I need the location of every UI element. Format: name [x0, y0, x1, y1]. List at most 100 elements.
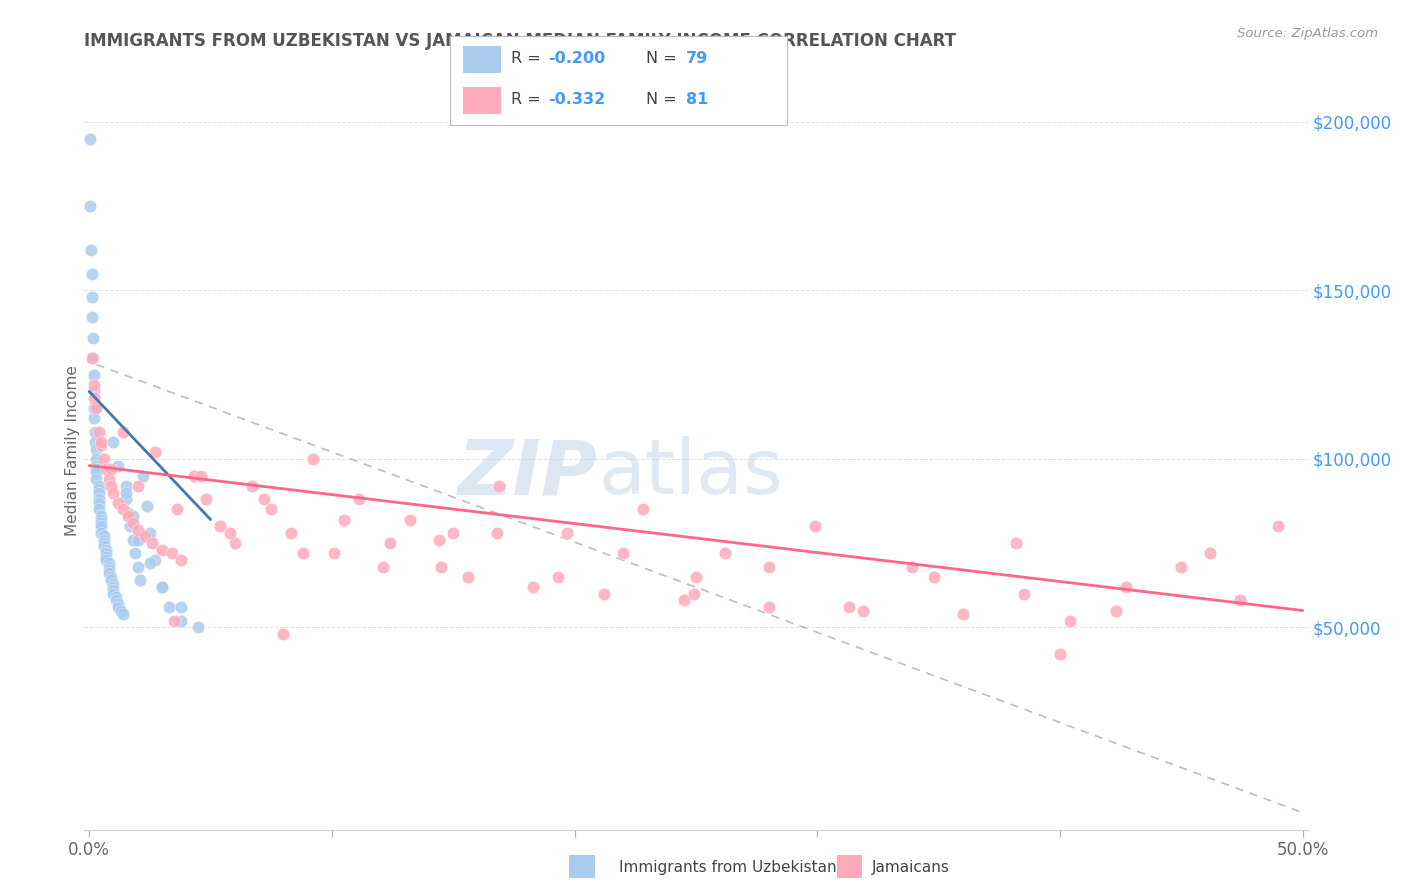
Point: [93, 529, 115, 543]
Text: N =: N =: [645, 93, 682, 107]
Point: [631, 502, 654, 516]
Point: [1012, 587, 1035, 601]
Point: [104, 593, 127, 607]
Point: [114, 492, 136, 507]
Point: [141, 536, 163, 550]
Text: Source: ZipAtlas.com: Source: ZipAtlas.com: [1237, 27, 1378, 40]
Point: [79, 132, 101, 146]
Point: [93, 540, 115, 554]
Point: [87, 492, 110, 507]
Point: [103, 583, 125, 598]
Point: [122, 509, 145, 524]
Point: [187, 620, 209, 634]
Point: [100, 573, 122, 587]
Point: [427, 533, 450, 547]
Point: [166, 502, 188, 516]
Point: [83, 377, 105, 392]
Point: [84, 425, 107, 439]
Point: [209, 519, 232, 533]
Point: [97, 557, 120, 571]
Point: [80, 351, 103, 365]
Point: [127, 559, 149, 574]
Point: [219, 526, 242, 541]
Text: Immigrants from Uzbekistan: Immigrants from Uzbekistan: [619, 860, 837, 874]
Point: [87, 482, 110, 496]
Point: [557, 526, 579, 541]
Point: [87, 485, 110, 500]
Point: [112, 502, 135, 516]
Point: [84, 435, 107, 450]
Point: [163, 614, 186, 628]
Point: [97, 472, 120, 486]
Point: [333, 512, 356, 526]
Point: [441, 526, 464, 541]
Point: [80, 310, 103, 325]
Text: -0.200: -0.200: [548, 52, 605, 66]
Point: [131, 468, 153, 483]
Point: [260, 502, 283, 516]
Point: [157, 600, 180, 615]
Point: [86, 401, 108, 416]
Point: [86, 458, 108, 473]
Text: IMMIGRANTS FROM UZBEKISTAN VS JAMAICAN MEDIAN FAMILY INCOME CORRELATION CHART: IMMIGRANTS FROM UZBEKISTAN VS JAMAICAN M…: [84, 32, 956, 50]
Point: [488, 479, 510, 493]
Point: [398, 512, 420, 526]
Point: [114, 485, 136, 500]
Point: [612, 546, 634, 560]
Text: R =: R =: [510, 52, 546, 66]
Point: [139, 526, 162, 541]
Point: [323, 546, 346, 560]
Point: [86, 442, 108, 456]
Point: [160, 546, 183, 560]
Point: [291, 546, 314, 560]
Point: [90, 509, 112, 524]
Point: [100, 570, 122, 584]
Point: [838, 600, 860, 615]
Point: [127, 523, 149, 537]
Point: [83, 384, 105, 399]
Point: [194, 492, 217, 507]
Point: [371, 559, 394, 574]
Point: [93, 451, 115, 466]
Point: [104, 590, 127, 604]
Point: [952, 607, 974, 621]
Point: [96, 542, 118, 557]
Point: [120, 519, 142, 533]
Point: [682, 587, 704, 601]
Point: [1170, 559, 1192, 574]
Point: [253, 492, 276, 507]
Point: [87, 425, 110, 439]
Point: [100, 462, 122, 476]
Point: [124, 546, 146, 560]
Point: [224, 536, 246, 550]
Y-axis label: Median Family Income: Median Family Income: [65, 365, 80, 536]
Point: [143, 445, 166, 459]
Bar: [464, 87, 501, 114]
Point: [183, 468, 205, 483]
Point: [80, 267, 103, 281]
Point: [122, 516, 145, 530]
Point: [82, 330, 104, 344]
Point: [1267, 519, 1289, 533]
Point: [685, 570, 707, 584]
Point: [90, 438, 112, 452]
Point: [79, 199, 101, 213]
Point: [86, 472, 108, 486]
Point: [190, 468, 212, 483]
Point: [117, 509, 139, 524]
Point: [347, 492, 370, 507]
Point: [143, 553, 166, 567]
Text: R =: R =: [510, 93, 546, 107]
Point: [110, 603, 132, 617]
Point: [150, 580, 173, 594]
Bar: [464, 46, 501, 73]
Point: [547, 570, 569, 584]
Point: [139, 557, 162, 571]
Text: -0.332: -0.332: [548, 93, 605, 107]
Point: [852, 603, 875, 617]
Point: [170, 614, 193, 628]
Point: [90, 435, 112, 450]
Point: [170, 600, 193, 615]
Point: [97, 566, 120, 581]
Point: [86, 451, 108, 466]
